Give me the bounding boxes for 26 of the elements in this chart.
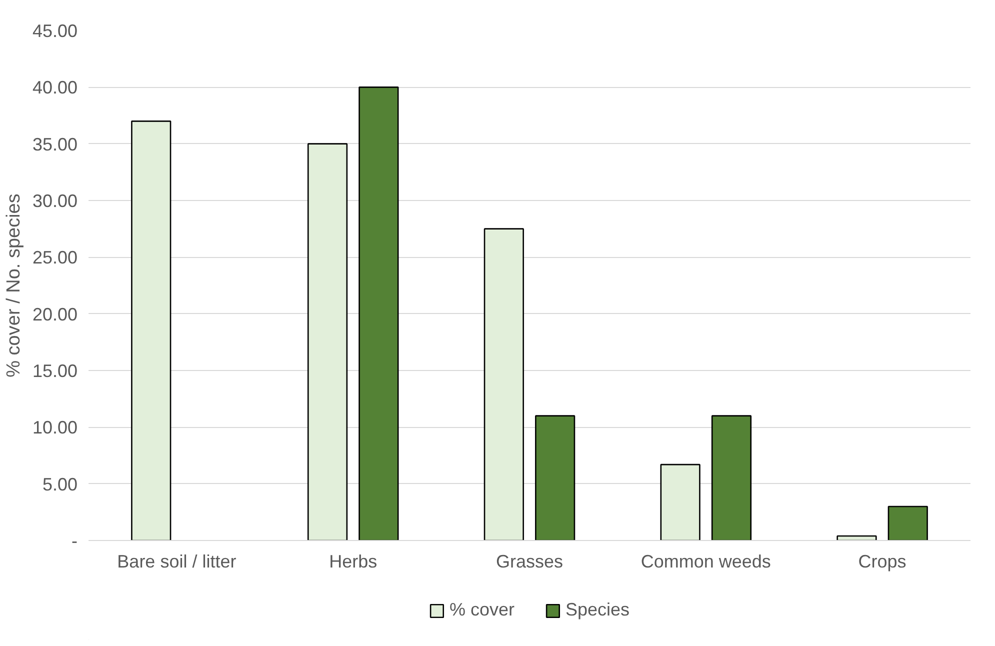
bar (358, 86, 399, 540)
x-tick-label: Common weeds (640, 552, 771, 572)
bar (660, 464, 700, 540)
y-tick-label: 5.00 (42, 474, 78, 494)
x-tick-label: Herbs (329, 552, 378, 572)
x-tick-label: Crops (858, 552, 906, 572)
y-tick-label: 25.00 (32, 248, 78, 268)
x-tick-label: Grasses (496, 552, 564, 572)
y-tick-label: 35.00 (32, 134, 78, 154)
y-tick-label: 10.00 (32, 418, 78, 438)
y-tick-label: 15.00 (32, 361, 78, 381)
bar (535, 415, 576, 540)
y-tick-label: 40.00 (32, 78, 78, 98)
y-axis-title: % cover / No. species (3, 194, 24, 378)
y-tick-label: - (72, 531, 78, 551)
legend-label: Species (565, 600, 630, 620)
y-tick-label: 45.00 (32, 21, 78, 41)
bar (888, 506, 928, 540)
y-tick-label: 20.00 (32, 304, 78, 324)
bar (711, 415, 752, 540)
bar (307, 143, 348, 540)
bar (484, 228, 524, 540)
y-tick-label: 30.00 (32, 191, 78, 211)
legend-label: % cover (449, 600, 514, 620)
bar (131, 120, 172, 540)
x-tick-label: Bare soil / litter (117, 552, 236, 572)
